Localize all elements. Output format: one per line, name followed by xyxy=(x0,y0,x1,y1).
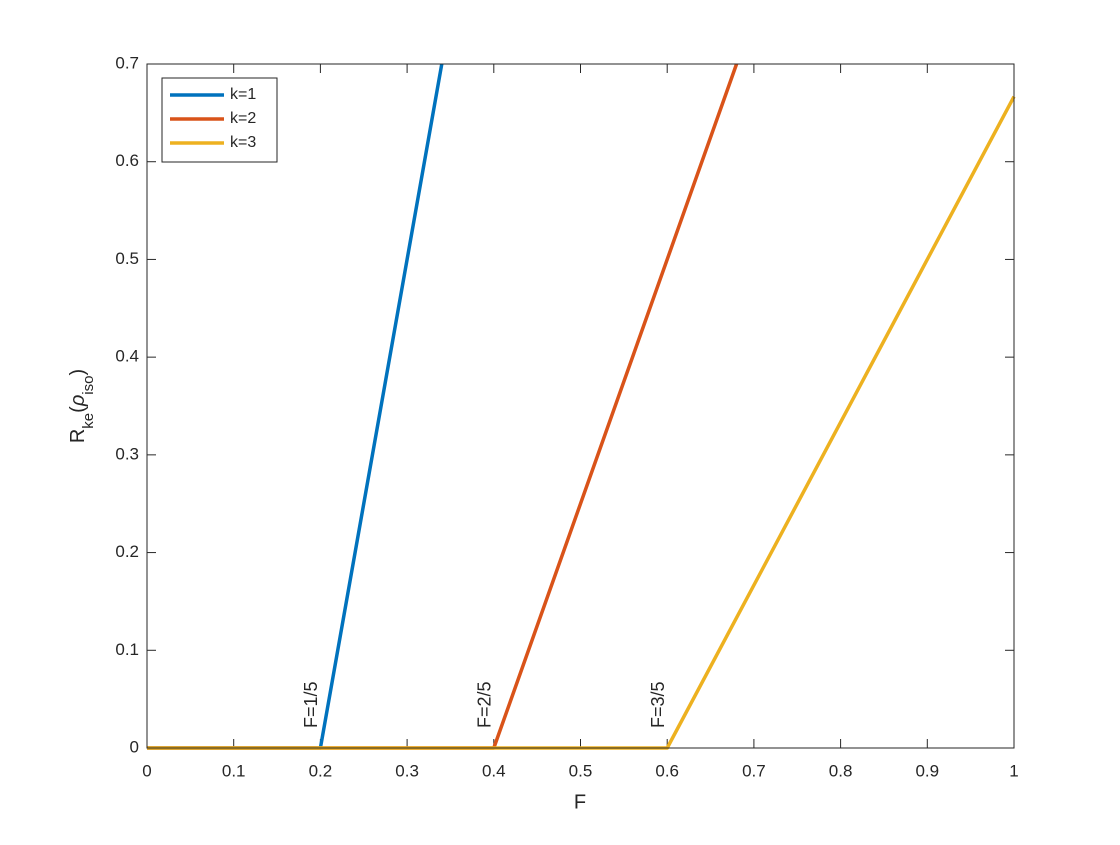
y-tick-label: 0.1 xyxy=(115,640,139,659)
x-tick-label: 0.7 xyxy=(742,761,766,780)
y-axis-label-part: ( xyxy=(67,406,89,413)
y-axis-label-part: R xyxy=(67,429,89,443)
x-axis-label: F xyxy=(574,791,586,813)
y-axis-label-part: ke xyxy=(80,413,97,429)
x-tick-label: 1 xyxy=(1009,761,1018,780)
x-tick-label: 0.6 xyxy=(655,761,679,780)
y-tick-label: 0.7 xyxy=(115,53,139,72)
y-tick-label: 0.6 xyxy=(115,151,139,170)
annotation: F=1/5 xyxy=(301,681,321,728)
y-axis-label: Rke(ρiso) xyxy=(67,369,97,443)
x-tick-label: 0.9 xyxy=(915,761,939,780)
y-tick-label: 0.5 xyxy=(115,249,139,268)
y-tick-label: 0 xyxy=(130,737,139,756)
y-axis-label-part: ) xyxy=(67,369,89,376)
y-axis-label-part: iso xyxy=(80,376,97,395)
legend-label: k=3 xyxy=(230,134,256,151)
x-tick-label: 0.2 xyxy=(309,761,333,780)
y-tick-label: 0.2 xyxy=(115,542,139,561)
annotation: F=3/5 xyxy=(648,681,668,728)
x-tick-label: 0.4 xyxy=(482,761,506,780)
x-tick-label: 0.5 xyxy=(569,761,593,780)
legend-label: k=2 xyxy=(230,110,256,127)
axes-box xyxy=(146,63,1015,749)
legend-label: k=1 xyxy=(230,86,256,103)
y-tick-label: 0.3 xyxy=(115,444,139,463)
y-axis-label-part: ρ xyxy=(67,395,89,407)
x-tick-label: 0 xyxy=(142,761,151,780)
x-tick-label: 0.1 xyxy=(222,761,246,780)
x-tick-label: 0.3 xyxy=(395,761,419,780)
annotation: F=2/5 xyxy=(475,681,495,728)
x-tick-label: 0.8 xyxy=(829,761,853,780)
y-tick-label: 0.4 xyxy=(115,347,139,366)
